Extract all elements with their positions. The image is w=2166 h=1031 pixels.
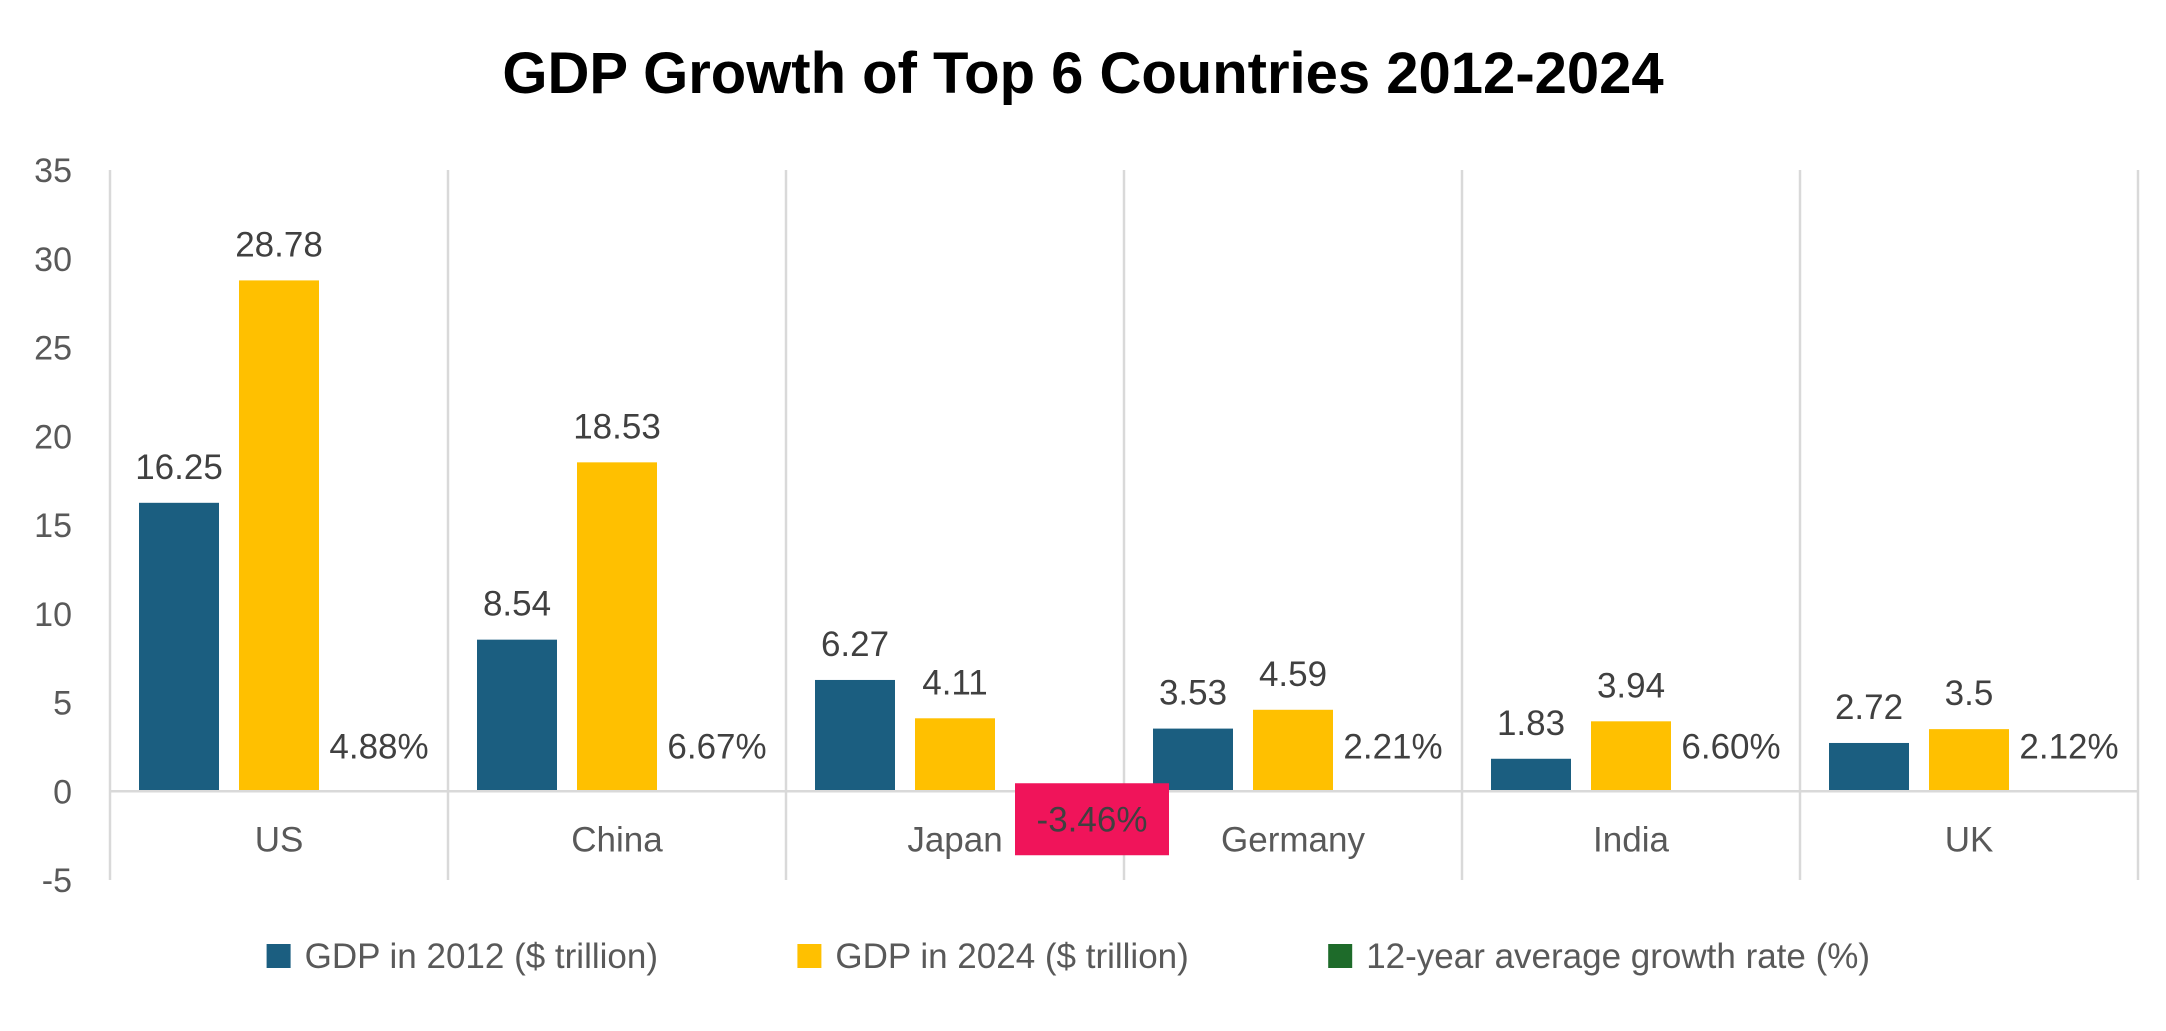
bar-japan-series-2	[915, 718, 995, 792]
bar-japan-series-1	[815, 679, 895, 792]
category-label-germany: Germany	[1221, 820, 1365, 859]
legend-label-series-3: 12-year average growth rate (%)	[1366, 937, 1870, 976]
bar-uk-series-1	[1829, 742, 1909, 792]
category-label-japan: Japan	[907, 820, 1002, 859]
data-label: 3.53	[1159, 674, 1227, 713]
y-tick-label: 15	[34, 507, 72, 545]
y-tick-label: 0	[53, 773, 72, 811]
data-label: 4.11	[922, 663, 988, 702]
y-tick-label: 10	[34, 596, 72, 634]
legend-label-series-2: GDP in 2024 ($ trillion)	[835, 937, 1188, 976]
data-label: 18.53	[573, 407, 661, 446]
category-label-layer: US China Japan Germany India UK	[255, 820, 1994, 859]
legend-swatch-series-2	[797, 944, 822, 968]
category-label-india: India	[1593, 820, 1669, 859]
category-label-us: US	[255, 820, 304, 859]
bar-india-series-2	[1591, 721, 1671, 792]
bar-us-series-2	[239, 280, 319, 792]
data-label-layer: 16.25 8.54 6.27 3.53 1.83 2.72 28.78 18.53 4.11 4…	[135, 225, 2119, 856]
data-label: 3.94	[1597, 666, 1665, 705]
data-label: 4.59	[1259, 655, 1327, 694]
bar-us-series-1	[139, 502, 219, 792]
data-label: 4.88%	[329, 727, 428, 766]
bar-germany-series-1	[1153, 728, 1233, 792]
bar-germany-series-2	[1253, 709, 1333, 792]
data-label: -3.46%	[1037, 800, 1148, 839]
data-label: 6.60%	[1681, 727, 1780, 766]
bar-uk-series-2	[1929, 729, 2009, 792]
data-label: 2.12%	[2019, 727, 2118, 766]
data-label: 2.21%	[1343, 727, 1442, 766]
data-label: 8.54	[483, 585, 551, 624]
legend-swatch-series-3	[1328, 944, 1353, 968]
negative-highlight-box	[1015, 783, 1169, 856]
legend-swatch-series-1	[266, 944, 291, 968]
category-label-china: China	[571, 820, 663, 859]
y-tick-label: 35	[34, 152, 72, 190]
y-tick-label: 20	[34, 418, 72, 456]
bar-layer	[139, 280, 2009, 792]
data-label: 3.5	[1945, 674, 1994, 713]
data-label: 6.67%	[667, 727, 766, 766]
data-label: 28.78	[235, 225, 323, 264]
legend: GDP in 2012 ($ trillion) GDP in 2024 ($ t…	[266, 937, 1870, 976]
category-label-uk: UK	[1945, 820, 1994, 859]
chart-title: GDP Growth of Top 6 Countries 2012-2024	[502, 41, 1663, 106]
data-label: 2.72	[1835, 688, 1903, 727]
y-axis-ticks: 35 30 25 20 15 10 5 0 -5	[34, 152, 72, 900]
y-tick-label: 30	[34, 241, 72, 279]
grid-layer	[108, 170, 2140, 880]
bar-china-series-1	[477, 639, 557, 792]
y-tick-label: -5	[42, 862, 72, 900]
y-tick-label: 5	[53, 685, 72, 723]
y-tick-label: 25	[34, 330, 72, 368]
data-label: 16.25	[135, 448, 223, 487]
bar-india-series-1	[1491, 758, 1571, 792]
bar-china-series-2	[577, 462, 657, 792]
data-label: 6.27	[821, 625, 889, 664]
data-label: 1.83	[1497, 704, 1565, 743]
legend-label-series-1: GDP in 2012 ($ trillion)	[305, 937, 658, 976]
